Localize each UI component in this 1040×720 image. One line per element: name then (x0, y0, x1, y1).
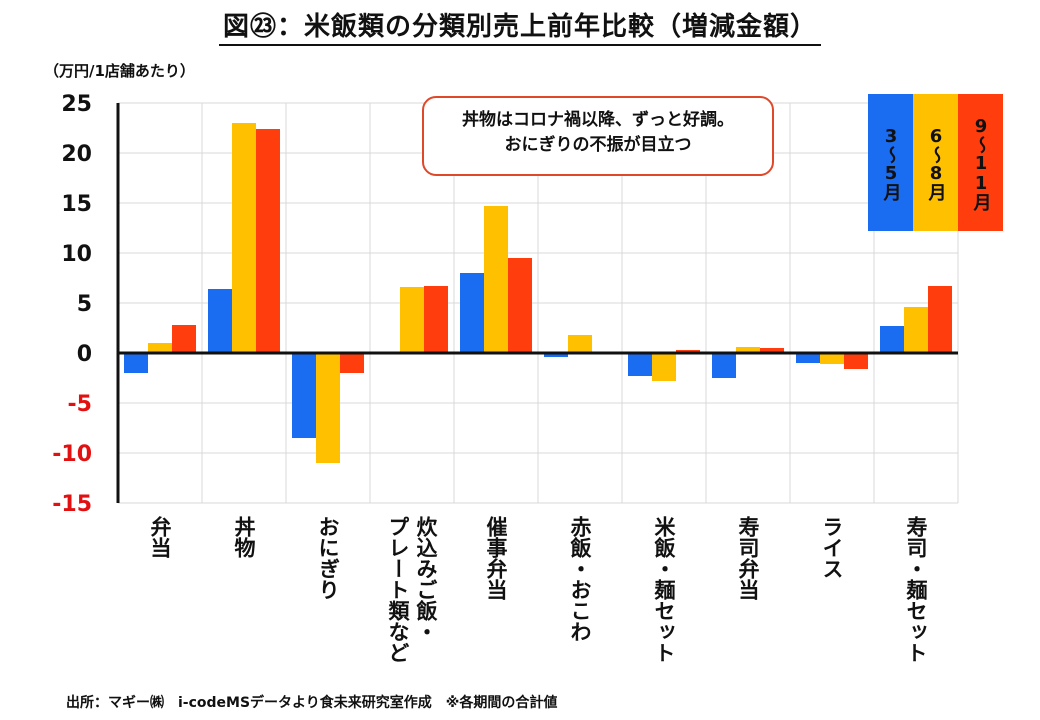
bar (736, 347, 760, 353)
x-category-label: プレート類など 炊込みご飯・ (385, 516, 439, 663)
x-category-label-line: おにぎり (316, 516, 340, 600)
bar (484, 206, 508, 353)
x-category-label-line: 寿司弁当 (736, 516, 760, 600)
x-category-label-line: ライス (820, 516, 844, 579)
x-category-label: 寿司・麺セット (903, 516, 929, 663)
bar (712, 353, 736, 378)
y-tick-label: -5 (68, 392, 92, 417)
x-category-label: 寿司弁当 (735, 516, 761, 600)
bar (172, 325, 196, 353)
y-tick-label: 10 (61, 242, 92, 267)
y-tick-label: 25 (61, 92, 92, 117)
y-tick-label: 0 (77, 342, 92, 367)
y-tick-label: 5 (77, 292, 92, 317)
bar (760, 348, 784, 353)
y-tick-label: 15 (61, 192, 92, 217)
bar (568, 335, 592, 353)
y-tick-label: -10 (52, 442, 92, 467)
annotation-callout: 丼物はコロナ禍以降、ずっと好調。 おにぎりの不振が目立つ (422, 96, 774, 176)
x-category-label: 弁当 (147, 516, 173, 558)
x-category-label-line: 催事弁当 (484, 516, 508, 600)
legend-item-series-2: 6〜8月 (913, 94, 958, 231)
bar (844, 353, 868, 369)
bar (652, 353, 676, 381)
bar (508, 258, 532, 353)
bar (232, 123, 256, 353)
x-category-label: おにぎり (315, 516, 341, 600)
annotation-line-1: 丼物はコロナ禍以降、ずっと好調。 (462, 110, 734, 130)
y-axis-unit-label: （万円/1店舗あたり） (44, 62, 195, 80)
bar (544, 353, 568, 357)
bar (124, 353, 148, 373)
bar (256, 129, 280, 353)
annotation-line-2: おにぎりの不振が目立つ (504, 135, 692, 155)
y-tick-label: -15 (52, 492, 92, 517)
source-note: 出所：マギー㈱ i-codeMSデータより食未来研究室作成 ※各期間の合計値 (66, 695, 558, 711)
x-category-label: 丼物 (231, 516, 257, 558)
legend-item-series-1: 3〜5月 (868, 94, 913, 231)
x-category-label-line: 寿司・麺セット (904, 516, 928, 663)
bar (928, 286, 952, 353)
x-category-label: ライス (819, 516, 845, 579)
bar (880, 326, 904, 353)
legend: 3〜5月 6〜8月 9〜11月 (868, 94, 1003, 231)
bar (904, 307, 928, 353)
bar (208, 289, 232, 353)
x-category-label-line: 弁当 (148, 516, 172, 558)
bar (628, 353, 652, 376)
bar (340, 353, 364, 373)
bar (820, 353, 844, 364)
x-category-label-line: 炊込みご飯・ (414, 516, 438, 642)
bar (292, 353, 316, 438)
x-category-label: 催事弁当 (483, 516, 509, 600)
bar (796, 353, 820, 363)
bar (460, 273, 484, 353)
x-category-label: 赤飯・おこわ (567, 516, 593, 642)
x-category-label-line: 丼物 (232, 516, 256, 558)
bar (316, 353, 340, 463)
x-category-label-line: 米飯・麺セット (652, 516, 676, 663)
bar (400, 287, 424, 353)
y-tick-label: 20 (61, 142, 92, 167)
bar (424, 286, 448, 353)
legend-item-series-3: 9〜11月 (958, 94, 1003, 231)
x-category-label: 米飯・麺セット (651, 516, 677, 663)
x-category-label-line: プレート類など (386, 516, 410, 663)
bar (148, 343, 172, 353)
x-category-label-line: 赤飯・おこわ (568, 516, 592, 642)
chart-title: 図㉓：米飯類の分類別売上前年比較（増減金額） (0, 6, 1040, 46)
